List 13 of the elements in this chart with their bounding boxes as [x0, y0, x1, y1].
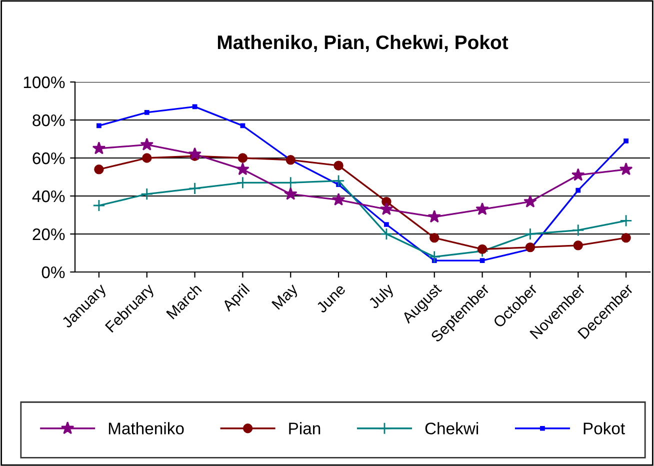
legend-label: Pian	[289, 422, 320, 434]
y-tick-label: 20%	[32, 228, 65, 240]
x-tick-label: July	[367, 282, 397, 312]
y-tick-label: 60%	[32, 152, 65, 164]
y-tick-label: 0%	[42, 266, 65, 278]
legend-label: Pokot	[584, 422, 625, 434]
chart-title: Matheniko, Pian, Chekwi, Pokot	[218, 34, 508, 52]
y-tick-label: 40%	[32, 190, 65, 202]
legend-label: Matheniko	[108, 422, 184, 434]
y-tick-label: 100%	[24, 76, 65, 88]
legend-label: Chekwi	[425, 422, 478, 434]
x-tick-label: May	[272, 282, 301, 312]
y-tick-label: 80%	[32, 114, 65, 126]
